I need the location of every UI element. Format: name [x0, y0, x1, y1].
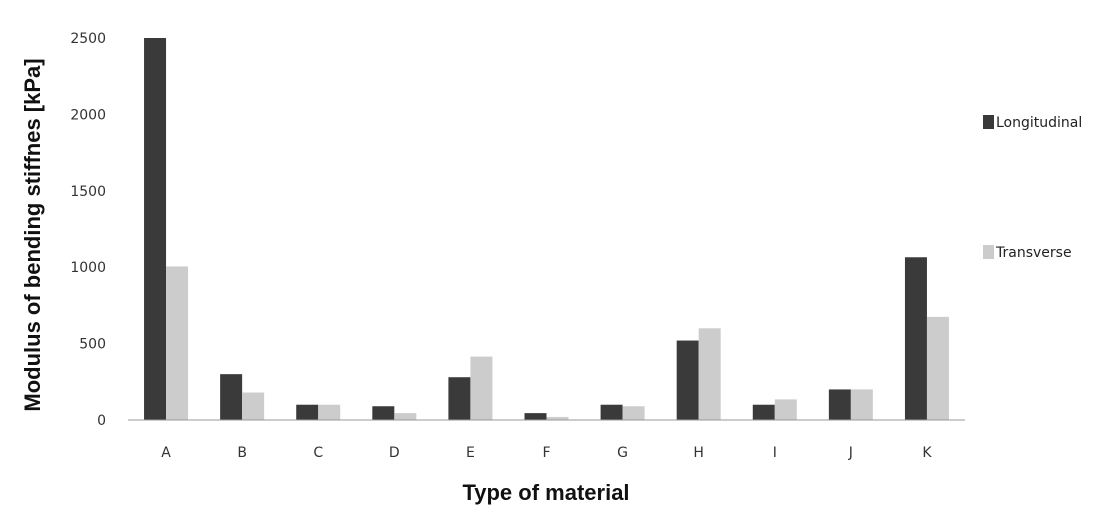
bar-longitudinal-i [752, 404, 775, 420]
bar-transverse-g [622, 406, 645, 420]
bar-transverse-d [394, 413, 417, 420]
bar-transverse-c [318, 404, 341, 420]
bar-longitudinal-k [904, 257, 927, 420]
y-tick-label: 0 [97, 413, 106, 429]
bar-longitudinal-c [296, 404, 319, 420]
x-tick-label: C [313, 445, 323, 461]
y-axis-title: Modulus of bending stiffnes [kPa] [20, 58, 45, 411]
bar-longitudinal-e [448, 377, 471, 420]
y-tick-label: 1000 [70, 260, 106, 276]
bar-longitudinal-j [828, 389, 851, 420]
bar-longitudinal-a [144, 38, 167, 420]
legend: Longitudinal Transverse [983, 115, 1082, 261]
y-axis-ticks: 0 500 1000 1500 2000 2500 [70, 31, 106, 429]
x-tick-label: F [542, 445, 550, 461]
bar-longitudinal-d [372, 406, 395, 420]
y-tick-label: 2000 [70, 107, 106, 123]
y-tick-label: 500 [79, 337, 106, 353]
bar-transverse-k [926, 316, 949, 420]
bar-transverse-a [166, 266, 189, 420]
legend-swatch-transverse [983, 245, 994, 259]
x-tick-label: G [617, 445, 628, 461]
legend-swatch-longitudinal [983, 115, 994, 129]
bar-transverse-h [698, 328, 721, 420]
bar-transverse-e [470, 356, 493, 420]
x-tick-label: B [237, 445, 247, 461]
bars-group [144, 38, 949, 420]
x-tick-label: J [848, 445, 853, 461]
bar-longitudinal-b [220, 374, 243, 420]
legend-label-transverse: Transverse [995, 245, 1072, 261]
x-tick-label: A [161, 445, 171, 461]
x-tick-label: I [773, 445, 777, 461]
legend-label-longitudinal: Longitudinal [996, 115, 1082, 131]
x-tick-label: H [693, 445, 704, 461]
x-tick-label: E [466, 445, 475, 461]
x-tick-label: D [389, 445, 400, 461]
bar-transverse-f [546, 416, 569, 420]
y-tick-label: 1500 [70, 184, 106, 200]
bar-longitudinal-g [600, 404, 623, 420]
x-axis-title: Type of material [462, 480, 629, 505]
bar-transverse-j [850, 389, 873, 420]
bar-longitudinal-f [524, 413, 547, 420]
x-axis-category-labels: A B C D E F G H I J K [161, 445, 932, 461]
x-tick-label: K [922, 445, 932, 461]
bar-transverse-b [242, 392, 265, 420]
y-tick-label: 2500 [70, 31, 106, 47]
bar-transverse-i [774, 399, 797, 420]
bar-longitudinal-h [676, 340, 699, 420]
